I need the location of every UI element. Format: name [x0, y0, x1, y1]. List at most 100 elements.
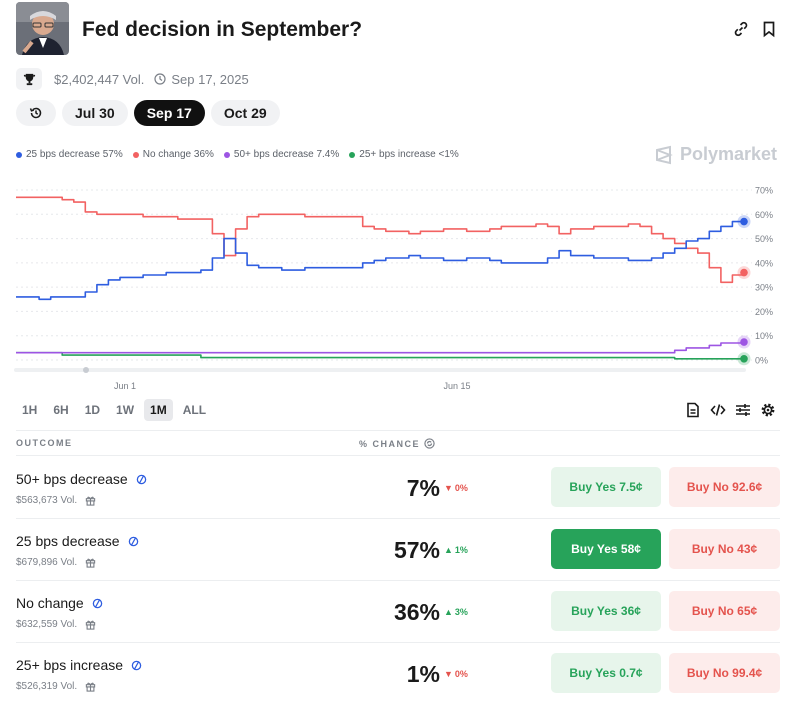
series-end-marker[interactable] — [740, 338, 748, 346]
series-line-25-bps-increase[interactable] — [16, 351, 744, 360]
chance-delta: ▲ 3% — [444, 607, 468, 617]
range-1d[interactable]: 1D — [84, 403, 101, 417]
outcome-label: 25 bps decrease — [16, 533, 120, 549]
range-1w[interactable]: 1W — [116, 403, 135, 417]
series-end-marker[interactable] — [740, 354, 748, 363]
series-line-50-bps-decrease[interactable] — [16, 342, 745, 354]
y-tick-label: 70% — [755, 186, 773, 196]
buy-yes-button[interactable]: Buy Yes 58¢ — [551, 529, 661, 569]
buy-yes-button[interactable]: Buy Yes 0.7¢ — [551, 653, 661, 693]
series-line-no-change[interactable] — [16, 196, 745, 284]
legend-item: 25 bps decrease 57% — [16, 149, 123, 160]
legend-label: 25 bps decrease 57% — [26, 149, 123, 160]
link-icon[interactable] — [732, 20, 750, 38]
buy-no-button[interactable]: Buy No 99.4¢ — [669, 653, 780, 693]
series-line-25-bps-decrease[interactable] — [16, 220, 744, 301]
outcome-row[interactable]: No change $632,559 Vol. 36% ▲ 3% Buy Yes … — [16, 581, 780, 643]
chance-delta: ▼ 0% — [444, 483, 468, 493]
price-chart[interactable]: 70% 60% 50% 40% 30% 20% 10% 0% Jun 1 Jun 15 — [0, 175, 800, 395]
chart-link-icon[interactable] — [131, 660, 142, 671]
outcome-row[interactable]: 25 bps decrease $679,896 Vol. 57% ▲ 1% Bu… — [16, 519, 780, 581]
polymarket-logo: Polymarket — [654, 144, 777, 165]
chance-header: % CHANCE — [359, 438, 435, 449]
legend-dot — [16, 151, 22, 158]
outcome-volume: $563,673 Vol. — [16, 495, 96, 506]
chart-link-icon[interactable] — [128, 536, 139, 547]
legend-label: 25+ bps increase <1% — [359, 149, 459, 160]
legend-label: 50+ bps decrease 7.4% — [233, 149, 340, 160]
buy-yes-button[interactable]: Buy Yes 7.5¢ — [551, 467, 661, 507]
outcome-label: 50+ bps decrease — [16, 471, 128, 487]
y-tick-label: 60% — [755, 210, 773, 220]
market-title: Fed decision in September? — [82, 18, 363, 41]
settings-gear-icon[interactable] — [760, 401, 776, 419]
chart-link-icon[interactable] — [136, 474, 147, 485]
chance-delta: ▼ 0% — [444, 669, 468, 679]
y-tick-label: 40% — [755, 258, 773, 268]
gift-icon[interactable] — [85, 557, 96, 568]
trophy-icon[interactable] — [16, 68, 42, 90]
outcome-chance: 1% — [406, 661, 440, 687]
legend-label: No change 36% — [142, 149, 214, 160]
outcome-name: 50+ bps decrease — [16, 471, 147, 487]
buy-no-button[interactable]: Buy No 65¢ — [669, 591, 780, 631]
delta-down-icon: ▼ — [444, 669, 453, 679]
x-tick-label: Jun 1 — [114, 381, 136, 391]
range-1h[interactable]: 1H — [22, 403, 38, 417]
outcome-row[interactable]: 50+ bps decrease $563,673 Vol. 7% ▼ 0% Bu… — [16, 457, 780, 519]
outcome-volume-label: $526,319 Vol. — [16, 681, 78, 692]
outcome-name: 25+ bps increase — [16, 657, 142, 673]
document-icon[interactable] — [685, 401, 701, 419]
gift-icon[interactable] — [85, 495, 96, 506]
delta-value: 0% — [454, 483, 468, 493]
outcome-row[interactable]: 25+ bps increase $526,319 Vol. 1% ▼ 0% Bu… — [16, 643, 780, 704]
chart-tools — [685, 401, 776, 419]
y-tick-label: 0% — [755, 356, 768, 366]
market-avatar — [16, 2, 69, 55]
delta-value: 3% — [454, 607, 468, 617]
buy-no-button[interactable]: Buy No 43¢ — [669, 529, 780, 569]
time-range-selector: 1H 6H 1D 1W 1M ALL — [16, 399, 212, 421]
buy-yes-button[interactable]: Buy Yes 36¢ — [551, 591, 661, 631]
range-6h[interactable]: 6H — [53, 403, 69, 417]
date-tab-oct-29[interactable]: Oct 29 — [210, 100, 280, 126]
buy-no-button[interactable]: Buy No 92.6¢ — [669, 467, 780, 507]
gift-icon[interactable] — [85, 619, 96, 630]
chance-header-label: % CHANCE — [359, 438, 421, 449]
date-tab-jul-30[interactable]: Jul 30 — [62, 100, 128, 126]
series-end-marker[interactable] — [740, 217, 748, 226]
history-icon[interactable] — [16, 100, 56, 126]
range-all[interactable]: ALL — [182, 403, 207, 417]
outcome-chance: 57% — [393, 537, 440, 563]
end-date: Sep 17, 2025 — [171, 71, 249, 87]
sliders-icon[interactable] — [735, 401, 751, 419]
outcome-chance: 7% — [406, 475, 440, 501]
chart-legend: 25 bps decrease 57% No change 36% 50+ bp… — [16, 149, 459, 160]
time-scrubber-handle[interactable] — [83, 367, 89, 373]
legend-dot — [132, 151, 139, 158]
chart-link-icon[interactable] — [92, 598, 103, 609]
legend-dot — [349, 151, 356, 158]
outcome-name: No change — [16, 595, 103, 611]
delta-up-icon: ▲ — [444, 607, 453, 617]
chance-delta: ▲ 1% — [444, 545, 468, 555]
date-tabs: Jul 30 Sep 17 Oct 29 — [16, 100, 280, 126]
y-tick-label: 30% — [755, 283, 773, 293]
outcome-volume-label: $632,559 Vol. — [16, 619, 78, 630]
market-header: Fed decision in September? — [16, 2, 784, 56]
range-1m[interactable]: 1M — [144, 399, 173, 421]
refresh-icon[interactable] — [424, 438, 435, 449]
total-volume: $2,402,447 Vol. — [54, 71, 145, 87]
gift-icon[interactable] — [85, 681, 96, 692]
delta-value: 0% — [454, 669, 468, 679]
y-tick-label: 20% — [755, 307, 773, 317]
date-tab-sep-17[interactable]: Sep 17 — [133, 100, 205, 126]
legend-item: No change 36% — [132, 149, 214, 160]
outcome-table-header: OUTCOME % CHANCE — [16, 430, 780, 456]
outcome-volume-label: $563,673 Vol. — [16, 495, 78, 506]
embed-code-icon[interactable] — [710, 401, 726, 419]
brand-name: Polymarket — [680, 144, 778, 164]
bookmark-icon[interactable] — [760, 20, 778, 38]
series-end-marker[interactable] — [740, 268, 748, 277]
outcome-volume: $679,896 Vol. — [16, 557, 96, 568]
